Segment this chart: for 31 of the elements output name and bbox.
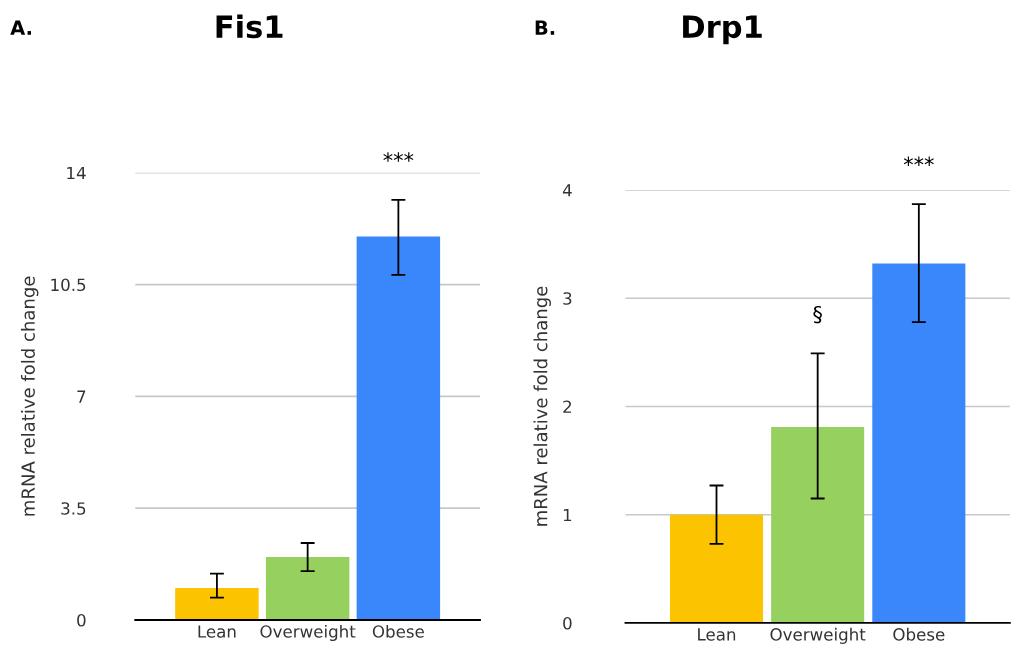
bar	[771, 427, 865, 623]
y-tick-label: 10.5	[51, 278, 86, 292]
y-tick-label: 4	[562, 184, 572, 197]
y-axis-title: mRNA relative fold change	[20, 276, 39, 516]
y-tick-label: 0	[77, 613, 86, 627]
y-tick-label: 14	[67, 166, 86, 180]
x-tick-label: Obese	[372, 624, 424, 638]
bar	[265, 557, 350, 621]
y-tick-label: 3.5	[61, 502, 86, 515]
chart-title: Drp1	[683, 15, 762, 45]
bar	[872, 263, 966, 623]
x-tick-label: Lean	[198, 625, 236, 638]
text: A.	[10, 20, 31, 35]
bar	[669, 514, 764, 623]
annotation: ***	[903, 156, 934, 167]
x-tick-label: Lean	[698, 628, 736, 641]
y-tick-label: 0	[563, 616, 572, 630]
y-tick-label: 1	[563, 508, 572, 522]
bar	[175, 588, 259, 621]
y-tick-label: 2	[563, 400, 572, 413]
x-tick-label: Overweight	[260, 624, 356, 642]
chart-title: Fis1	[216, 14, 283, 39]
x-tick-label: Obese	[893, 627, 945, 641]
text: B.	[535, 20, 555, 35]
annotation: §	[813, 305, 822, 324]
y-tick-label: 7	[77, 390, 86, 403]
bar	[356, 236, 441, 621]
x-tick-label: Overweight	[770, 627, 866, 644]
y-tick-label: 3	[563, 292, 572, 305]
y-axis-title: mRNA relative fold change	[533, 286, 551, 526]
annotation: ***	[383, 152, 414, 162]
